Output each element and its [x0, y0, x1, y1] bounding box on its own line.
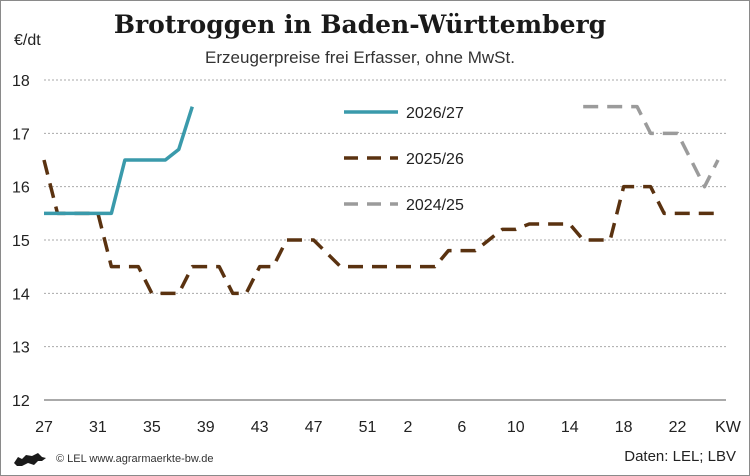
y-tick-label: 15 — [12, 233, 30, 250]
x-tick-label: 6 — [457, 419, 466, 436]
y-tick-label: 13 — [12, 340, 30, 357]
y-axis-unit: €/dt — [14, 32, 41, 49]
x-tick-label: 27 — [35, 419, 53, 436]
series-line-2026-27 — [44, 106, 194, 216]
x-tick-label: 31 — [89, 419, 107, 436]
x-axis-label: KW — [715, 419, 742, 436]
chart-subtitle: Erzeugerpreise frei Erfasser, ohne MwSt. — [205, 48, 515, 67]
x-tick-label: 22 — [669, 419, 687, 436]
y-tick-label: 17 — [12, 126, 30, 143]
footer-credit: © LEL www.agrarmaerkte-bw.de — [56, 453, 214, 465]
legend-label-2025-26: 2025/26 — [406, 151, 464, 168]
series-line-2025-26 — [42, 159, 718, 296]
x-tick-label: 47 — [305, 419, 323, 436]
footer-source: Daten: LEL; LBV — [624, 448, 736, 465]
series-line-2024-25 — [583, 104, 720, 189]
y-tick-label: 12 — [12, 393, 30, 410]
legend-label-2024-25: 2024/25 — [406, 197, 464, 214]
legend-label-2026-27: 2026/27 — [406, 105, 464, 122]
x-tick-label: 35 — [143, 419, 161, 436]
x-tick-label: 18 — [615, 419, 633, 436]
x-tick-label: 14 — [561, 419, 579, 436]
lion-logo-icon — [14, 453, 46, 466]
x-tick-label: 51 — [359, 419, 377, 436]
x-tick-label: 39 — [197, 419, 215, 436]
x-tick-label: 43 — [251, 419, 269, 436]
y-tick-label: 14 — [12, 286, 30, 303]
x-tick-label: 10 — [507, 419, 525, 436]
y-tick-label: 16 — [12, 180, 30, 197]
chart-title: Brotroggen in Baden-Württemberg — [113, 10, 607, 39]
x-tick-label: 2 — [404, 419, 413, 436]
y-tick-label: 18 — [12, 73, 30, 90]
